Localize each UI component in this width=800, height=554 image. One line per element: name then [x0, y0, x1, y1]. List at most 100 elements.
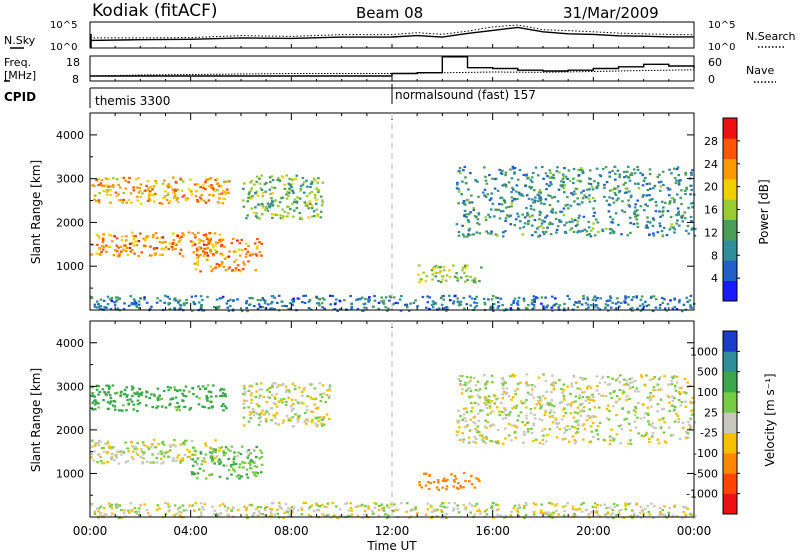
velocity-point: [412, 508, 416, 512]
velocity-point: [566, 424, 569, 428]
velocity-point: [221, 403, 225, 406]
velocity-point: [269, 508, 272, 511]
velocity-point: [555, 436, 559, 439]
power-point: [226, 180, 229, 183]
velocity-point: [670, 383, 674, 386]
velocity-point: [601, 394, 605, 397]
power-point: [195, 257, 199, 260]
power-point: [439, 266, 442, 269]
velocity-point: [605, 507, 608, 510]
velocity-point: [270, 502, 274, 505]
power-point: [521, 194, 525, 197]
power-point: [587, 182, 591, 185]
velocity-point: [132, 403, 135, 406]
velocity-point: [670, 434, 673, 437]
power-point: [554, 297, 557, 300]
velocity-point: [490, 506, 493, 509]
power-point: [191, 232, 194, 235]
velocity-point: [553, 405, 556, 408]
velocity-point: [106, 407, 110, 411]
power-point: [482, 297, 486, 300]
power-point: [681, 220, 684, 223]
velocity-point: [686, 507, 689, 510]
velocity-point: [618, 424, 621, 428]
velocity-point: [207, 390, 211, 393]
power-point: [659, 303, 662, 307]
velocity-point: [474, 384, 478, 387]
velocity-point: [317, 509, 321, 512]
velocity-range-axis-label: Slant Range [km]: [29, 368, 43, 472]
velocity-point: [256, 505, 260, 509]
power-point: [493, 187, 497, 190]
power-point: [581, 229, 584, 232]
velocity-point: [212, 448, 215, 451]
velocity-point: [136, 453, 140, 457]
power-point: [460, 276, 463, 279]
power-point: [607, 210, 611, 213]
velocity-point: [680, 400, 684, 404]
power-point: [483, 194, 486, 197]
velocity-point: [361, 516, 364, 519]
power-point: [269, 202, 273, 205]
power-point: [270, 301, 274, 304]
velocity-point: [477, 430, 481, 433]
power-point: [172, 232, 175, 235]
power-point: [241, 267, 245, 271]
power-point: [462, 296, 466, 300]
velocity-point: [530, 393, 533, 396]
velocity-point: [541, 395, 545, 398]
power-point: [301, 301, 304, 304]
velocity-point: [485, 407, 489, 410]
power-point: [174, 299, 177, 302]
velocity-point: [97, 439, 101, 442]
power-point: [434, 302, 437, 305]
velocity-point: [452, 507, 456, 510]
velocity-point: [517, 503, 521, 506]
velocity-point: [611, 437, 614, 440]
velocity-point: [625, 417, 628, 420]
velocity-point: [310, 383, 314, 386]
velocity-point: [585, 387, 589, 390]
power-point: [542, 233, 546, 236]
velocity-point: [523, 516, 526, 519]
velocity-point: [157, 452, 160, 455]
velocity-point: [192, 509, 196, 512]
power-point: [218, 263, 221, 266]
velocity-point: [100, 447, 104, 450]
velocity-point: [598, 421, 602, 424]
power-point: [556, 225, 560, 228]
power-point: [577, 229, 581, 233]
velocity-point: [315, 416, 318, 419]
velocity-point: [640, 374, 643, 377]
velocity-point: [522, 433, 526, 436]
velocity-point: [644, 384, 647, 387]
power-point: [153, 253, 157, 256]
velocity-point: [496, 513, 500, 516]
power-point: [563, 191, 566, 194]
velocity-point: [628, 377, 632, 381]
velocity-point: [302, 501, 305, 504]
velocity-point: [224, 451, 228, 455]
velocity-point: [472, 416, 476, 419]
power-point: [514, 198, 518, 201]
power-point: [248, 196, 252, 199]
power-point: [621, 200, 624, 203]
velocity-point: [118, 504, 122, 507]
power-point: [96, 243, 99, 246]
power-point: [161, 241, 164, 244]
velocity-point: [164, 512, 168, 515]
velocity-point: [93, 510, 97, 513]
velocity-point: [258, 388, 262, 391]
power-point: [623, 176, 626, 179]
velocity-point: [620, 427, 624, 431]
power-point: [563, 184, 567, 187]
velocity-point: [243, 505, 246, 508]
velocity-point: [137, 395, 140, 398]
velocity-point: [550, 399, 553, 402]
velocity-point: [102, 462, 106, 465]
velocity-point: [642, 512, 646, 515]
velocity-point: [530, 384, 534, 387]
power-point: [128, 246, 132, 250]
power-point: [243, 182, 246, 185]
velocity-point: [579, 403, 582, 406]
